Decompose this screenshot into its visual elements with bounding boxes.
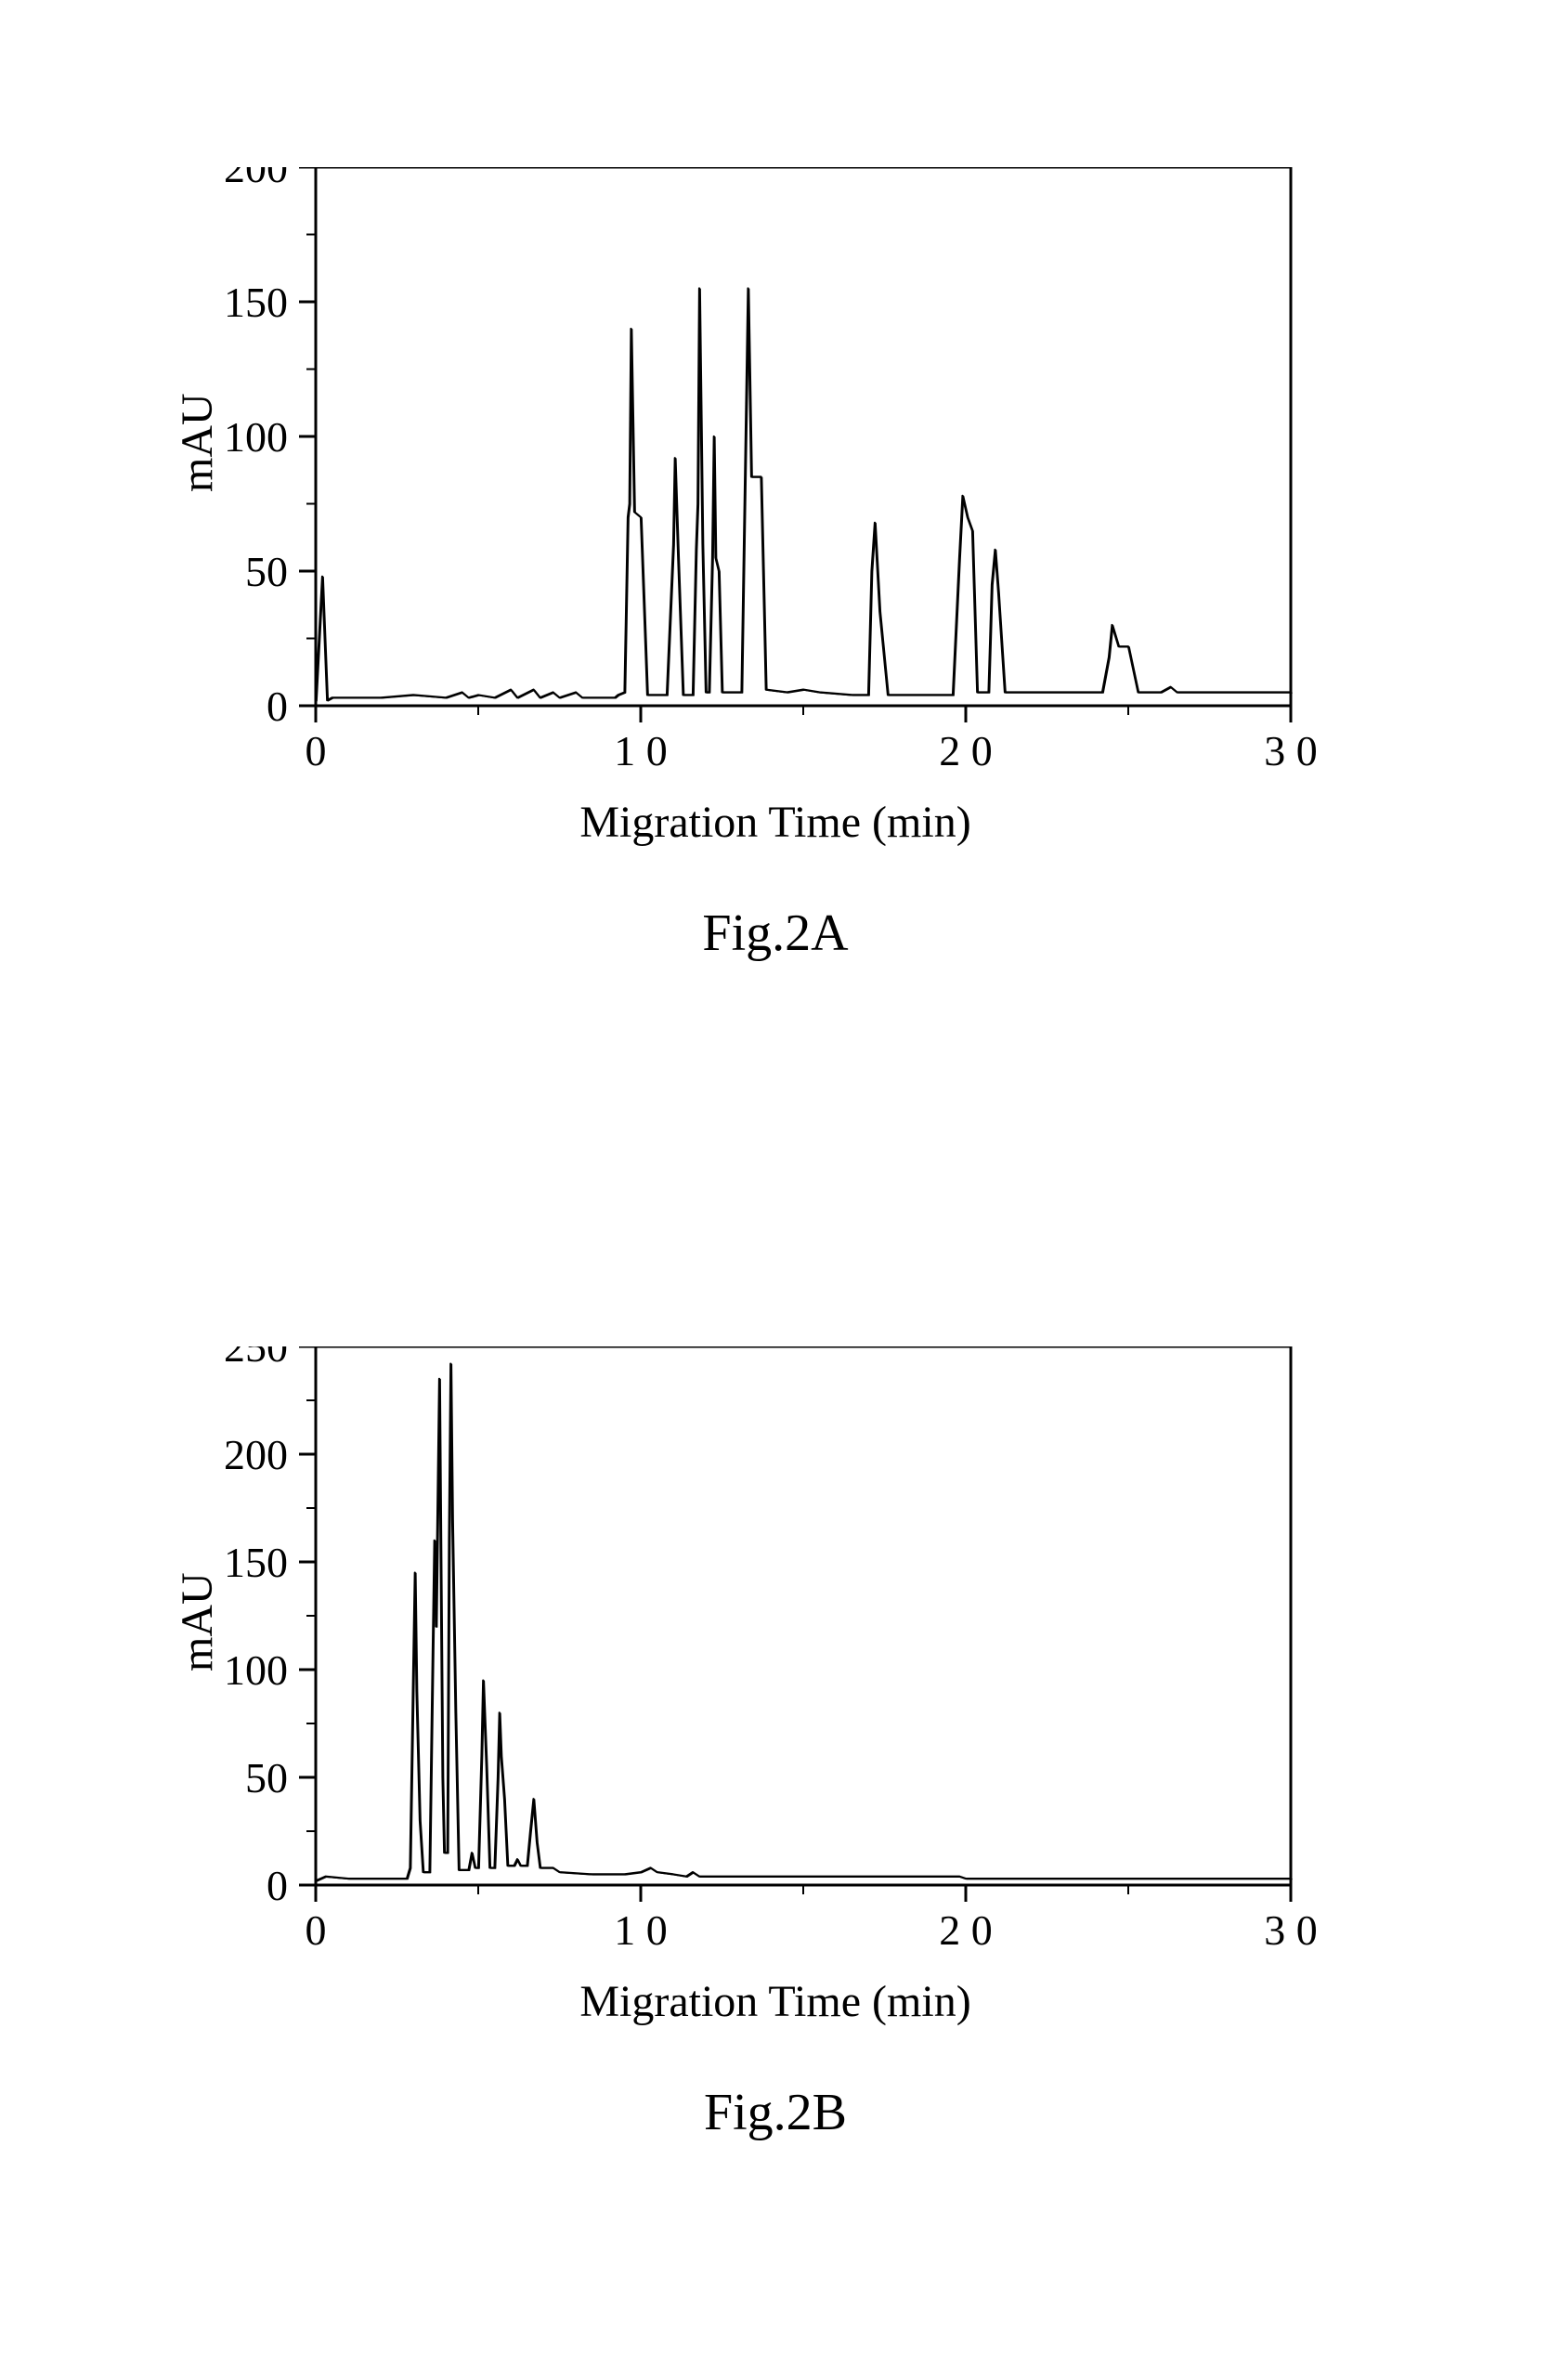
svg-text:1 0: 1 0 bbox=[614, 727, 668, 774]
figure-b-caption: Fig.2B bbox=[158, 2083, 1393, 2142]
svg-text:0: 0 bbox=[267, 683, 288, 730]
figure-a-block: 0 1 0 2 0 3 0 0 50 100 150 200 mAU Migration Tim… bbox=[158, 167, 1393, 963]
figure-b-x-label: Migration Time (min) bbox=[158, 1976, 1393, 2027]
svg-text:3 0: 3 0 bbox=[1264, 727, 1318, 774]
svg-text:100: 100 bbox=[224, 1646, 288, 1694]
figure-b-chart-wrap: 0 1 0 2 0 3 0 0 50 100 150 200 250 mAU bbox=[158, 1346, 1393, 1959]
figure-a-chart-wrap: 0 1 0 2 0 3 0 0 50 100 150 200 mAU bbox=[158, 167, 1393, 780]
figure-a-y-label: mAU bbox=[172, 393, 223, 492]
figure-b-svg: 0 1 0 2 0 3 0 0 50 100 150 200 250 bbox=[158, 1346, 1319, 1959]
svg-text:50: 50 bbox=[245, 1754, 288, 1801]
figure-a-x-label: Migration Time (min) bbox=[158, 797, 1393, 848]
svg-text:50: 50 bbox=[245, 548, 288, 595]
figure-a-svg: 0 1 0 2 0 3 0 0 50 100 150 200 bbox=[158, 167, 1319, 780]
svg-text:150: 150 bbox=[224, 279, 288, 326]
svg-text:100: 100 bbox=[224, 413, 288, 461]
svg-text:3 0: 3 0 bbox=[1264, 1906, 1318, 1954]
figure-b-block: 0 1 0 2 0 3 0 0 50 100 150 200 250 mAU Migration … bbox=[158, 1346, 1393, 2142]
svg-text:2 0: 2 0 bbox=[939, 727, 993, 774]
svg-text:200: 200 bbox=[224, 1431, 288, 1478]
svg-text:1 0: 1 0 bbox=[614, 1906, 668, 1954]
svg-text:250: 250 bbox=[224, 1346, 288, 1371]
svg-text:0: 0 bbox=[306, 727, 327, 774]
figure-b-y-label: mAU bbox=[172, 1572, 223, 1671]
figure-a-caption: Fig.2A bbox=[158, 904, 1393, 963]
svg-text:200: 200 bbox=[224, 167, 288, 191]
svg-text:2 0: 2 0 bbox=[939, 1906, 993, 1954]
svg-text:150: 150 bbox=[224, 1539, 288, 1586]
svg-text:0: 0 bbox=[267, 1862, 288, 1909]
svg-text:0: 0 bbox=[306, 1906, 327, 1954]
